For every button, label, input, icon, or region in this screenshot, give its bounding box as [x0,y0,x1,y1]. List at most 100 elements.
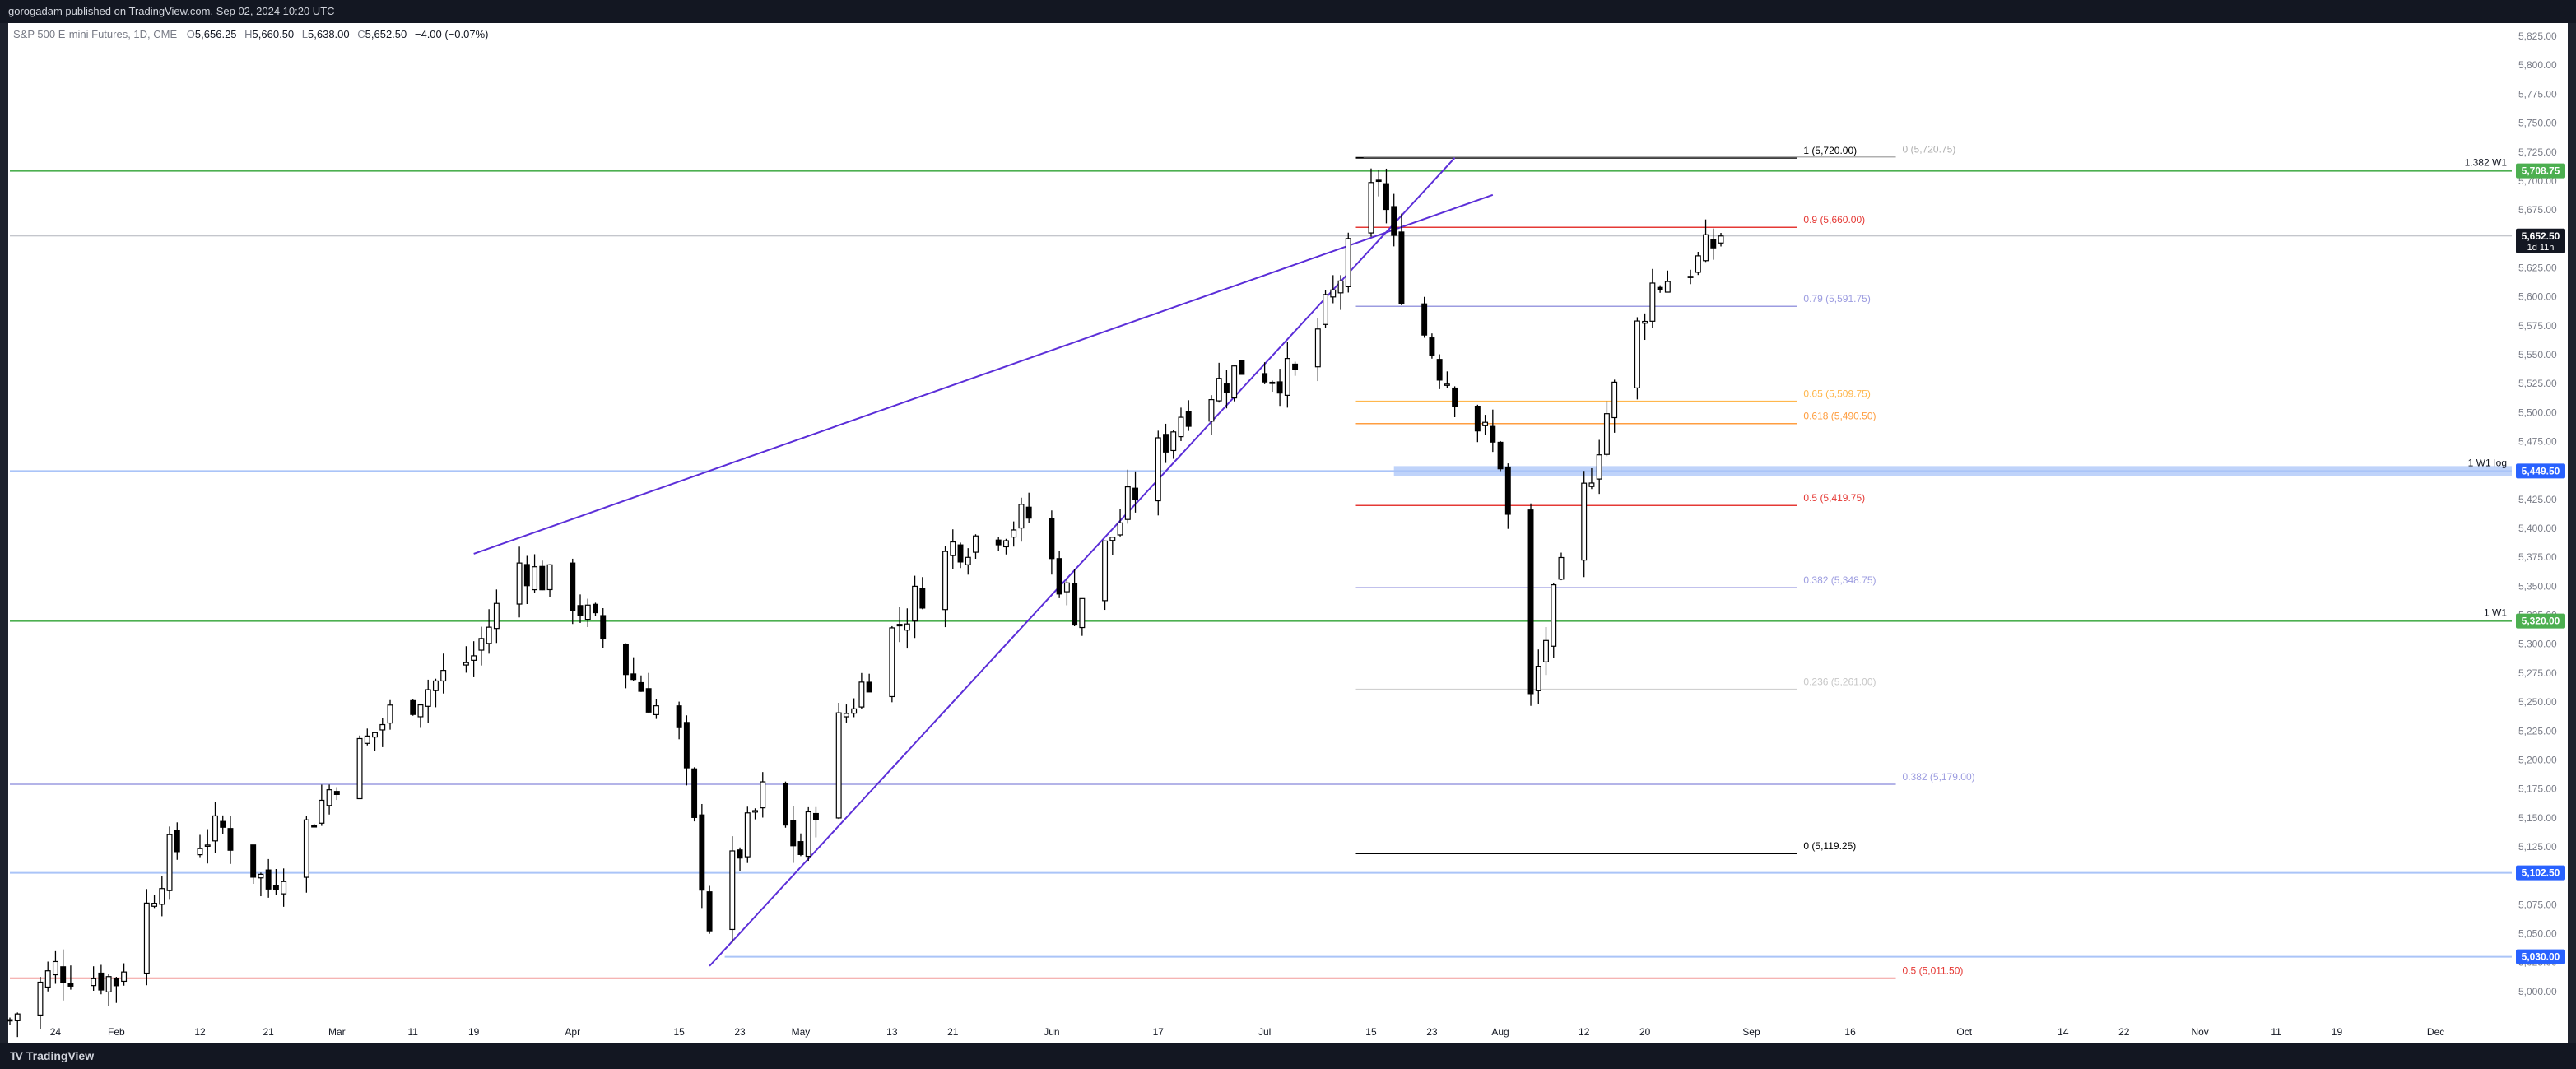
legend-high-label: H [244,28,252,40]
x-tick-label-18: Aug [1491,1026,1509,1038]
candle-body-118 [1269,381,1276,384]
candle-body-28 [311,825,318,828]
candle-body-11 [121,971,128,983]
candle-body-152 [1634,320,1640,388]
candle-body-92 [995,539,1002,546]
candle-body-86 [919,588,926,609]
candle-body-114 [1223,383,1230,393]
candle-body-58 [630,673,637,681]
candle-body-141 [1504,466,1511,515]
candle-body-3 [44,970,51,988]
candle-body-142 [1527,509,1534,695]
fib1-label-0: 1 (5,720.00) [1803,145,1857,156]
candle-body-87 [942,551,948,611]
candle-body-48 [523,564,530,587]
candle-body-47 [516,562,523,605]
candle-body-43 [471,655,477,661]
candle-body-29 [319,799,325,824]
candle-body-128 [1375,179,1382,183]
level-badge-4-text: 5,030.00 [2522,951,2560,963]
candle-body-102 [1102,540,1109,602]
candle-body-149 [1596,454,1602,480]
candle-body-100 [1072,583,1078,626]
candle-body-59 [638,681,644,692]
candle-body-117 [1262,373,1268,383]
y-tick-label-28: 5,125.00 [2518,841,2557,853]
candle-body-134 [1436,359,1443,381]
candle-body-19 [212,815,218,842]
logo-text: TradingView [26,1049,95,1062]
candle-body-64 [691,768,698,818]
candle-body-84 [904,623,910,631]
candle-body-105 [1124,486,1131,520]
candle-body-71 [760,781,766,809]
candle-body-57 [622,644,629,676]
y-tick-label-3: 5,750.00 [2518,118,2557,129]
x-tick-label-26: Nov [2191,1026,2208,1038]
level-badge-3-text: 5,102.50 [2522,867,2560,879]
x-tick-label-9: 23 [734,1026,746,1038]
fib2-label-1: 0.382 (5,179.00) [1903,771,1975,783]
footer-bar: TV TradingView [0,1043,2576,1069]
candle-body-103 [1109,537,1116,541]
candle-body-7 [91,978,97,987]
candle-body-2 [37,981,44,1016]
candle-body-90 [965,556,971,565]
level-badge-4-bg [2516,949,2565,964]
candle-body-69 [744,812,751,858]
candle-body-4 [52,960,58,976]
tradingview-logo[interactable]: TV TradingView [0,1043,94,1069]
y-tick-label-8: 5,625.00 [2518,262,2557,273]
current-price-badge-bg [2516,228,2565,253]
candle-body-15 [166,834,173,891]
level-badge-0-bg [2516,163,2565,179]
candle-body-18 [204,844,211,847]
candle-body-68 [737,849,743,859]
candle-body-26 [281,881,287,895]
symbol-legend: S&P 500 E-mini Futures, 1D, CME O5,656.2… [13,28,489,40]
candle-body-150 [1603,413,1610,455]
candle-body-131 [1398,231,1405,304]
legend-open: 5,656.25 [195,28,237,40]
current-price-badge-countdown: 1d 11h [2527,243,2555,253]
fib2-label-2: 0.5 (5,011.50) [1903,965,1964,977]
candle-body-17 [197,848,203,856]
trendline-0 [473,193,1494,555]
candle-body-119 [1276,381,1283,394]
x-tick-label-16: 15 [1365,1026,1377,1038]
y-tick-label-24: 5,225.00 [2518,725,2557,737]
x-tick-label-10: May [792,1026,811,1038]
level-badge-2-bg [2516,613,2565,629]
tv-mark-icon: TV [10,1049,23,1062]
candle-body-76 [812,812,819,820]
level-name-2: 1 W1 [2484,607,2507,619]
trendline-1 [709,157,1456,967]
y-tick-label-31: 5,050.00 [2518,927,2557,939]
candle-body-153 [1642,320,1648,324]
legend-low-label: L [302,28,308,40]
candle-body-74 [797,841,804,855]
candle-body-6 [67,983,74,987]
candle-body-78 [843,713,849,718]
candle-body-34 [372,732,378,738]
y-tick-label-33: 5,000.00 [2518,986,2557,997]
candle-body-135 [1444,383,1450,386]
candle-body-1 [14,1013,21,1021]
legend-symbol: S&P 500 E-mini Futures, 1D, CME [13,28,177,40]
candle-body-66 [706,891,713,932]
x-tick-label-4: Mar [328,1026,346,1038]
candlestick-chart[interactable]: 1.382 W1 1 W1 log 1 W1 1 (5,720.00) 0.9 (5,… [0,0,2576,1043]
x-tick-label-27: 11 [2271,1026,2281,1038]
x-tick-label-7: Apr [565,1026,580,1038]
candle-body-82 [889,627,895,698]
candle-body-79 [851,708,858,714]
candle-body-12 [143,902,150,974]
candle-body-63 [683,722,690,769]
candle-body-154 [1649,282,1656,322]
candle-body-13 [151,903,158,907]
level-badge-1-bg [2516,463,2565,479]
fib1-label-1: 0.9 (5,660.00) [1803,214,1865,225]
legend-low: 5,638.00 [308,28,350,40]
x-tick-label-2: 12 [194,1026,206,1038]
candle-body-83 [896,624,903,627]
